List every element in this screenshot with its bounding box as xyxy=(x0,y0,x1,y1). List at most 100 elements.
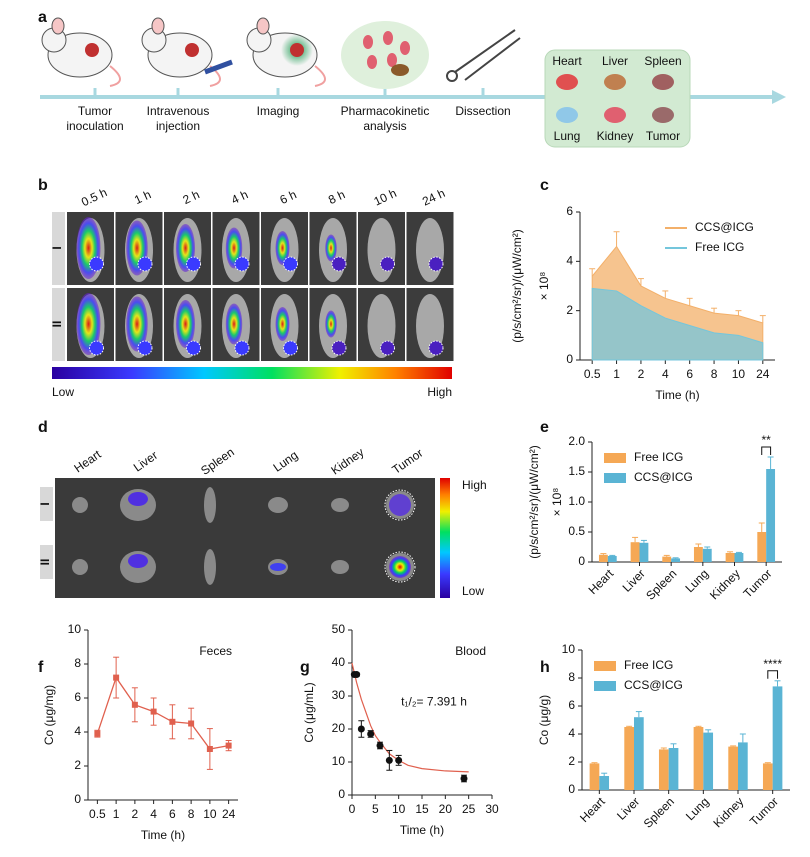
bar xyxy=(624,727,634,790)
bar xyxy=(671,558,681,562)
organ xyxy=(204,549,216,585)
colorbar-label: Low xyxy=(52,385,74,399)
x-tick-label: Heart xyxy=(586,566,617,597)
organ xyxy=(331,498,349,512)
tumor xyxy=(185,43,199,57)
row-label: II xyxy=(50,321,64,328)
panel-label: d xyxy=(38,419,48,436)
organ xyxy=(331,560,349,574)
signal xyxy=(275,307,290,341)
y-tick-label: 20 xyxy=(332,721,346,735)
y-tick-label: 30 xyxy=(332,688,346,702)
area xyxy=(591,287,764,361)
scissors xyxy=(454,29,521,81)
bar xyxy=(662,556,672,562)
point xyxy=(395,756,403,764)
step-label: Intravenous xyxy=(147,104,210,118)
row-label: I xyxy=(50,246,64,249)
bar xyxy=(766,469,776,562)
significance: **** xyxy=(763,657,782,671)
significance-bracket xyxy=(767,670,779,679)
row-label: II xyxy=(38,559,52,566)
time-label: 2 h xyxy=(181,187,202,207)
x-tick-label: 20 xyxy=(439,802,453,816)
panel-label: g xyxy=(300,659,310,676)
point xyxy=(357,725,365,733)
y-multiplier: × 10⁸ xyxy=(537,272,551,301)
tumor-signal xyxy=(234,256,250,272)
bar xyxy=(598,554,608,562)
bar xyxy=(607,556,617,562)
organ-label: Liver xyxy=(131,448,160,474)
x-tick-label: 10 xyxy=(732,367,746,381)
y-tick-label: 2 xyxy=(566,303,573,317)
syringe xyxy=(204,59,233,75)
y-tick-label: 4 xyxy=(568,726,575,740)
time-label: 1 h xyxy=(132,187,153,207)
organ-label: Tumor xyxy=(646,129,680,143)
x-tick-label: Liver xyxy=(620,566,648,594)
y-axis-title: Co (μg/mL) xyxy=(302,682,316,742)
organ-label: Heart xyxy=(552,54,582,68)
bar xyxy=(634,717,644,790)
y-multiplier: × 10⁸ xyxy=(550,488,564,517)
x-tick-label: 1 xyxy=(613,367,620,381)
y-tick-label: 10 xyxy=(332,754,346,768)
organ-label: Spleen xyxy=(198,445,237,478)
time-label: 6 h xyxy=(278,187,299,207)
x-tick-label: Heart xyxy=(577,794,608,825)
blood-drop xyxy=(400,41,410,55)
step-label: Tumor xyxy=(78,104,112,118)
legend-swatch xyxy=(594,681,616,691)
x-tick-label: 2 xyxy=(132,807,139,821)
step-label: Dissection xyxy=(455,104,510,118)
tumor-signal xyxy=(331,256,347,272)
bar xyxy=(668,748,679,790)
y-tick-label: 6 xyxy=(568,698,575,712)
x-tick-label: 24 xyxy=(222,807,236,821)
x-tick-label: 15 xyxy=(415,802,429,816)
blood-drop xyxy=(367,55,377,69)
x-tick-label: 4 xyxy=(662,367,669,381)
bar xyxy=(599,776,610,790)
point xyxy=(460,775,468,782)
bar xyxy=(728,746,738,790)
significance-bracket xyxy=(761,446,772,455)
y-tick-label: 0 xyxy=(568,782,575,796)
marker xyxy=(225,742,232,749)
x-tick-label: 24 xyxy=(756,367,770,381)
blood-drop xyxy=(387,53,397,67)
x-tick-label: 6 xyxy=(169,807,176,821)
scissor-ring xyxy=(446,70,458,82)
tumor-signal xyxy=(89,256,104,272)
organ-label: Tumor xyxy=(389,446,425,477)
tumor-signal xyxy=(283,340,298,356)
signal xyxy=(76,293,101,355)
row-tab xyxy=(40,487,53,521)
step-label: Pharmacokinetic xyxy=(341,104,430,118)
x-tick-label: Tumor xyxy=(740,566,774,600)
x-tick-label: Spleen xyxy=(643,566,679,602)
significance: ** xyxy=(761,433,771,447)
panel-label: c xyxy=(540,177,549,194)
row-tab xyxy=(52,212,65,285)
y-tick-label: 6 xyxy=(566,204,573,218)
legend-label: CCS@ICG xyxy=(624,678,683,692)
x-tick-label: 2 xyxy=(638,367,645,381)
x-axis-title: Time (h) xyxy=(141,828,185,842)
organ xyxy=(72,559,88,575)
marker xyxy=(169,718,176,725)
row-label: I xyxy=(38,502,52,505)
point xyxy=(367,730,375,738)
ex-vivo-image xyxy=(55,478,435,598)
organ-icon xyxy=(652,74,674,90)
x-tick-label: 0 xyxy=(349,802,356,816)
organ xyxy=(204,487,216,523)
organ-signal xyxy=(270,563,286,571)
organ-label: Spleen xyxy=(644,54,681,68)
